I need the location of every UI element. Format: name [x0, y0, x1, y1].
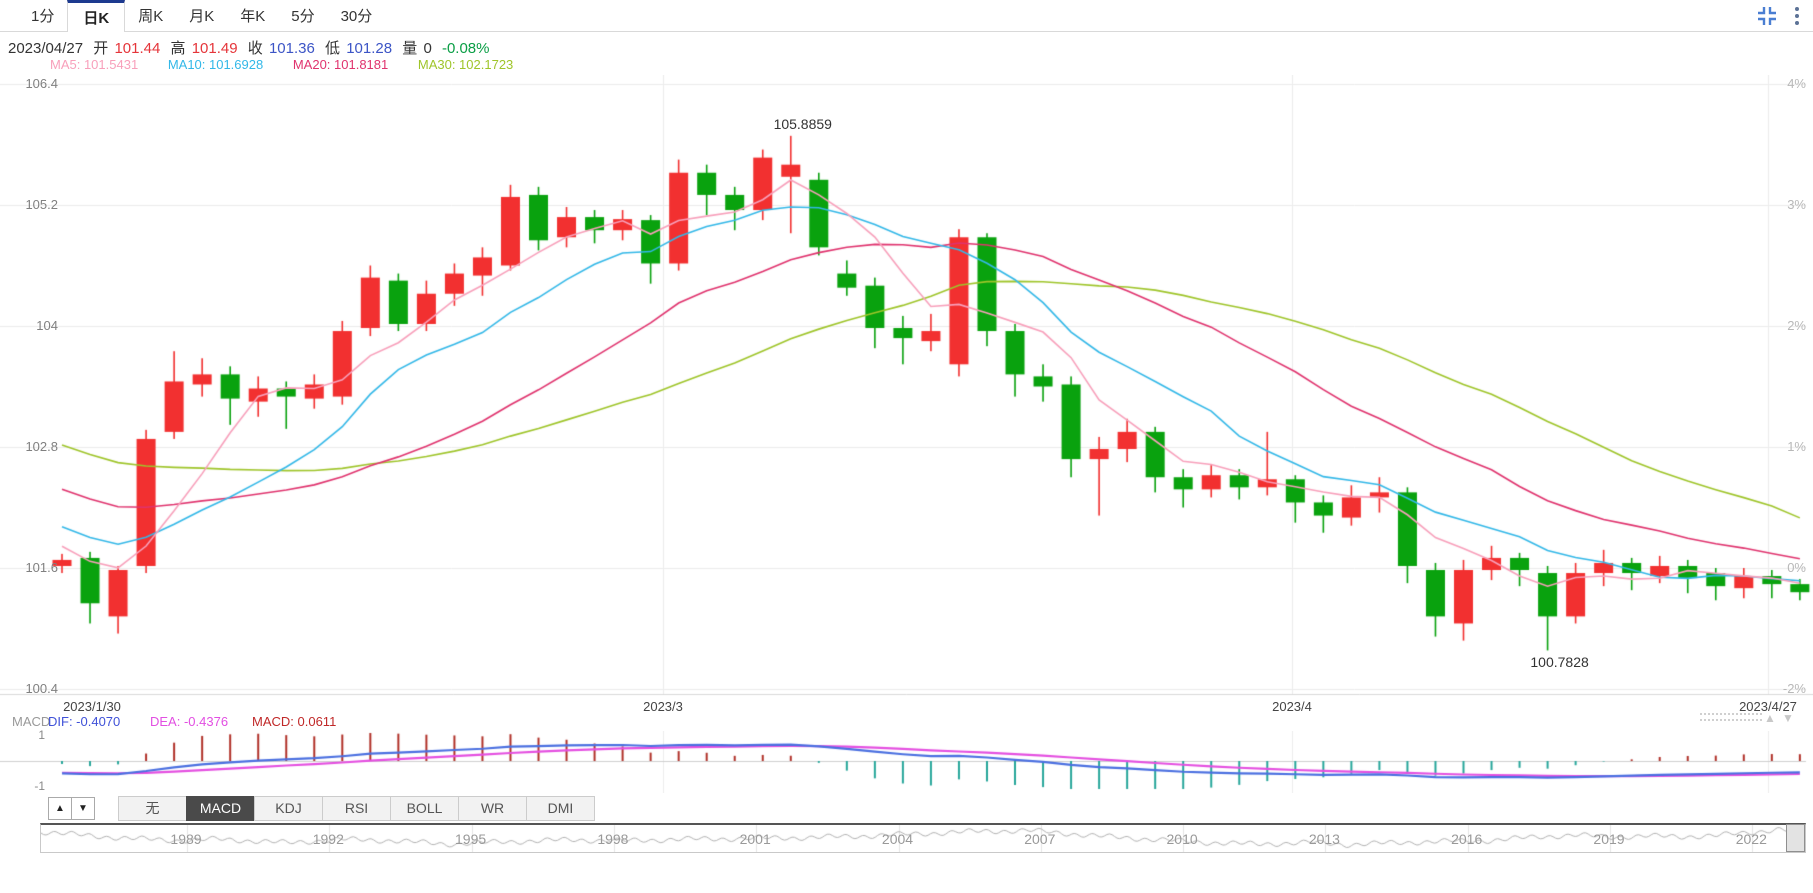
close-label: 收: [247, 40, 263, 57]
macd-title: MACD: [12, 714, 51, 729]
history-overview-box[interactable]: [40, 823, 1806, 853]
percent-axis-label: 0%: [1787, 560, 1806, 575]
macd-dea-readout: DEA: -0.4376: [150, 714, 229, 729]
volume-value: 0: [423, 40, 432, 57]
low-value: 101.28: [346, 40, 393, 57]
triangle-up-icon[interactable]: ▲: [1764, 711, 1776, 725]
high-value: 101.49: [191, 40, 238, 57]
tab-5min[interactable]: 5分: [291, 8, 315, 25]
tab-30min[interactable]: 30分: [340, 8, 373, 25]
price-axis-label: 102.8: [25, 439, 58, 454]
price-axis-label: 104: [36, 318, 58, 333]
price-axis-label: 101.6: [25, 560, 58, 575]
ma-readout-row: MA5: 101.5431 MA10: 101.6928 MA20: 101.8…: [50, 57, 539, 72]
overview-scroll-thumb[interactable]: [1786, 824, 1805, 852]
tab-1min[interactable]: 1分: [31, 8, 55, 25]
macd-panel-canvas[interactable]: [0, 731, 1813, 793]
history-overview-canvas[interactable]: [41, 825, 1805, 852]
date-axis-label: 2023/4/27: [1739, 699, 1797, 714]
indicator-tab-dmi[interactable]: DMI: [526, 796, 595, 821]
low-price-annotation: 100.7828: [1530, 654, 1589, 671]
dotted-handle[interactable]: [1700, 713, 1762, 721]
date-axis-label: 2023/4: [1272, 699, 1312, 714]
percent-axis-label: 4%: [1787, 76, 1806, 91]
overview-year-label: 1989: [170, 831, 202, 847]
overview-year-label: 2013: [1308, 831, 1340, 847]
overview-year-label: 2007: [1024, 831, 1056, 847]
indicator-tab-boll[interactable]: BOLL: [390, 796, 459, 821]
tab-yearly-k[interactable]: 年K: [240, 8, 266, 25]
overview-year-label: 2022: [1735, 831, 1767, 847]
indicator-tab-none[interactable]: 无: [118, 796, 187, 821]
tab-daily-k[interactable]: 日K: [67, 0, 126, 32]
macd-dif-readout: DIF: -0.4070: [48, 714, 121, 729]
change-percent: -0.08%: [441, 40, 490, 57]
ma10-readout: MA10: 101.6928: [167, 57, 264, 72]
price-axis-label: 106.4: [25, 76, 58, 91]
quote-row: 2023/04/27 开 101.44 高 101.49 收 101.36 低 …: [8, 37, 495, 58]
tab-monthly-k[interactable]: 月K: [189, 8, 215, 25]
overview-year-label: 1995: [455, 831, 487, 847]
quote-date: 2023/04/27: [8, 40, 84, 57]
percent-axis-label: -2%: [1782, 681, 1806, 696]
macd-value-readout: MACD: 0.0611: [252, 714, 337, 729]
high-price-annotation: 105.8859: [773, 115, 832, 132]
price-axis-label: 100.4: [25, 681, 58, 696]
collapse-icon[interactable]: [1755, 4, 1779, 28]
kebab-menu-icon[interactable]: [1793, 4, 1801, 28]
percent-axis-label: 2%: [1787, 318, 1806, 333]
ma30-readout: MA30: 102.1723: [417, 57, 514, 72]
indicator-tab-kdj[interactable]: KDJ: [254, 796, 323, 821]
tab-weekly-k[interactable]: 周K: [138, 8, 164, 25]
date-axis-label: 2023/1/30: [63, 699, 121, 714]
percent-axis-label: 3%: [1787, 197, 1806, 212]
ma20-readout: MA20: 101.8181: [292, 57, 389, 72]
indicator-tab-rsi[interactable]: RSI: [322, 796, 391, 821]
triangle-down-icon[interactable]: ▼: [1782, 711, 1794, 725]
overview-year-label: 2019: [1593, 831, 1625, 847]
ma5-readout: MA5: 101.5431: [50, 57, 139, 72]
low-label: 低: [325, 40, 341, 57]
overview-year-label: 2010: [1166, 831, 1198, 847]
date-axis-label: 2023/3: [643, 699, 683, 714]
price-axis-label: 105.2: [25, 197, 58, 212]
period-tabbar: 1分 日K 周K 月K 年K 5分 30分: [0, 0, 1813, 32]
high-label: 高: [170, 40, 186, 57]
close-value: 101.36: [268, 40, 315, 57]
indicator-down-button[interactable]: ▼: [71, 797, 95, 820]
indicator-tab-macd[interactable]: MACD: [186, 796, 255, 821]
indicator-tab-wr[interactable]: WR: [458, 796, 527, 821]
percent-axis-label: 1%: [1787, 439, 1806, 454]
overview-year-label: 1992: [312, 831, 344, 847]
indicator-up-button[interactable]: ▲: [48, 797, 72, 820]
open-value: 101.44: [114, 40, 161, 57]
overview-year-label: 2016: [1451, 831, 1483, 847]
open-label: 开: [93, 40, 109, 57]
overview-year-label: 1998: [597, 831, 629, 847]
overview-year-label: 2001: [739, 831, 771, 847]
candlestick-chart-canvas[interactable]: [0, 75, 1813, 700]
volume-label: 量: [402, 40, 418, 57]
overview-year-label: 2004: [881, 831, 914, 847]
